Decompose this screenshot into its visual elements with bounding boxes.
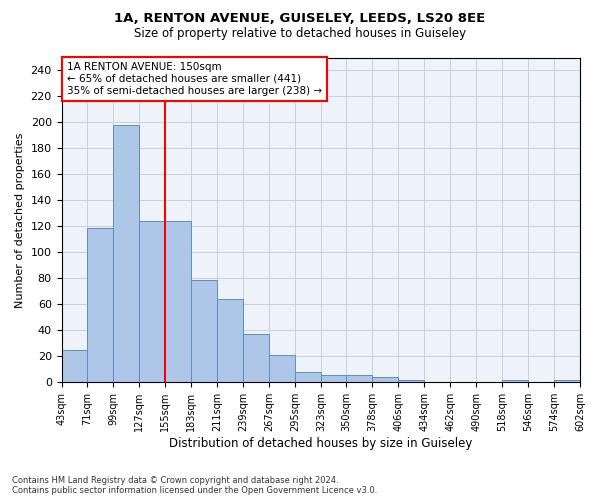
Bar [269, 355, 295, 382]
Bar [372, 377, 398, 382]
Bar [62, 350, 88, 382]
Bar [88, 228, 113, 382]
Bar [346, 374, 372, 382]
Text: Contains HM Land Registry data © Crown copyright and database right 2024.
Contai: Contains HM Land Registry data © Crown c… [12, 476, 377, 495]
Bar [166, 221, 191, 382]
Bar [321, 374, 347, 382]
Bar [554, 380, 580, 382]
X-axis label: Distribution of detached houses by size in Guiseley: Distribution of detached houses by size … [169, 437, 472, 450]
Bar [113, 125, 139, 382]
Bar [191, 280, 217, 382]
Bar [295, 372, 321, 382]
Bar [139, 221, 166, 382]
Bar [502, 380, 528, 382]
Text: 1A RENTON AVENUE: 150sqm
← 65% of detached houses are smaller (441)
35% of semi-: 1A RENTON AVENUE: 150sqm ← 65% of detach… [67, 62, 322, 96]
Y-axis label: Number of detached properties: Number of detached properties [15, 132, 25, 308]
Text: 1A, RENTON AVENUE, GUISELEY, LEEDS, LS20 8EE: 1A, RENTON AVENUE, GUISELEY, LEEDS, LS20… [115, 12, 485, 26]
Bar [244, 334, 269, 382]
Bar [217, 299, 244, 382]
Bar [398, 380, 424, 382]
Text: Size of property relative to detached houses in Guiseley: Size of property relative to detached ho… [134, 28, 466, 40]
